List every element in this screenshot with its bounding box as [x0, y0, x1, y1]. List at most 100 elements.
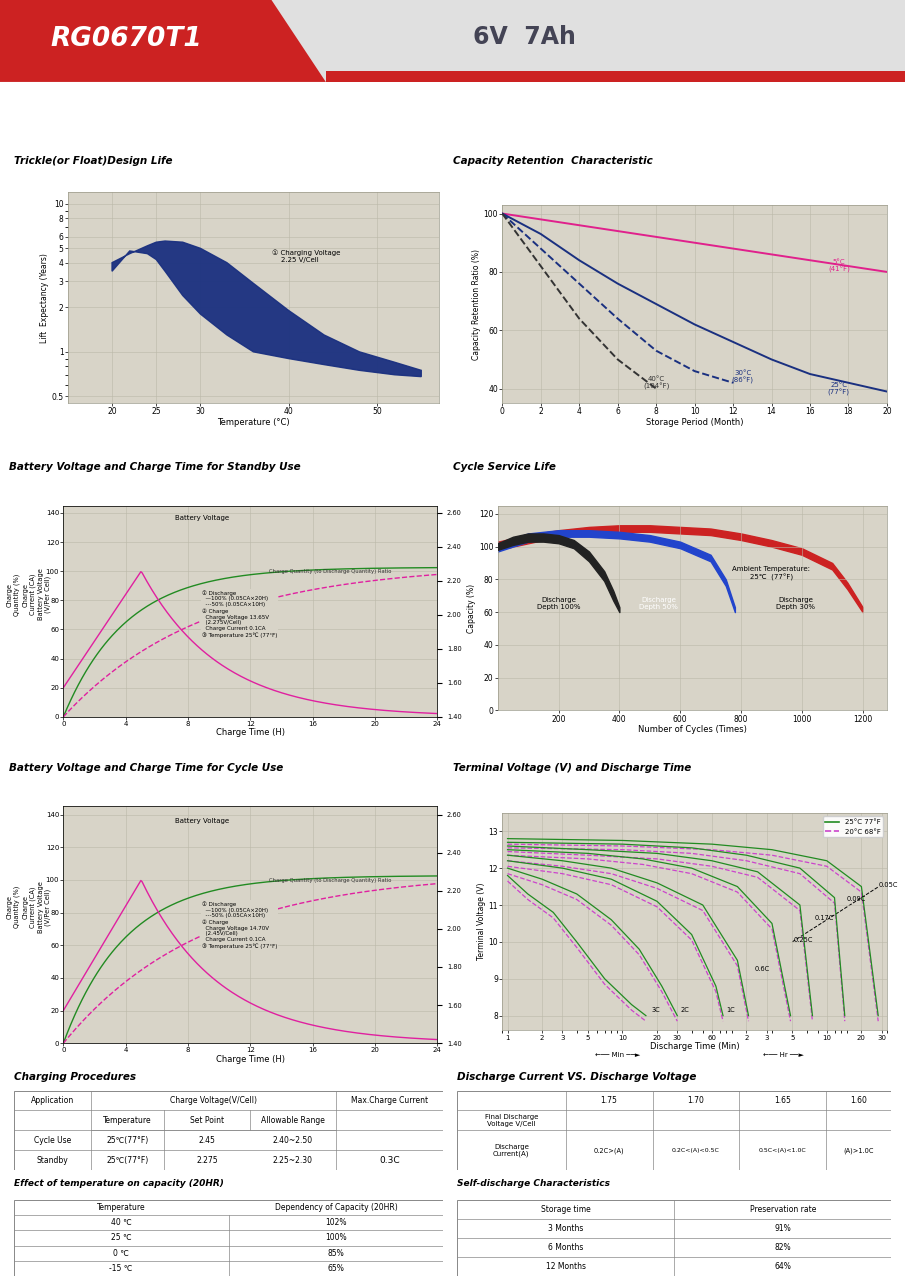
Text: Charge
Quantity (%): Charge Quantity (%) [7, 886, 20, 928]
Text: Discharge Current VS. Discharge Voltage: Discharge Current VS. Discharge Voltage [457, 1073, 697, 1083]
Text: Self-discharge Characteristics: Self-discharge Characteristics [457, 1179, 610, 1188]
X-axis label: Discharge Time (Min): Discharge Time (Min) [650, 1042, 739, 1051]
Text: 25℃(77°F): 25℃(77°F) [107, 1135, 148, 1144]
Text: Preservation rate: Preservation rate [749, 1204, 816, 1213]
Text: 40 ℃: 40 ℃ [110, 1219, 131, 1228]
Text: 3 Months: 3 Months [548, 1224, 584, 1233]
Text: Application: Application [31, 1096, 74, 1105]
Text: 1.75: 1.75 [601, 1096, 617, 1105]
Text: 30°C
(86°F): 30°C (86°F) [731, 370, 754, 384]
Text: Discharge
Depth 30%: Discharge Depth 30% [776, 596, 815, 609]
Polygon shape [0, 0, 326, 82]
Text: 6V  7Ah: 6V 7Ah [473, 24, 576, 49]
Text: Charge
Quantity (%): Charge Quantity (%) [7, 573, 20, 616]
X-axis label: Charge Time (H): Charge Time (H) [215, 728, 285, 737]
Text: Capacity Retention  Characteristic: Capacity Retention Characteristic [452, 156, 653, 166]
Text: ① Discharge
  —100% (0.05CA×20H)
  ---50% (0.05CA×10H)
② Charge
  Charge Voltage: ① Discharge —100% (0.05CA×20H) ---50% (0… [202, 901, 277, 948]
Text: 85%: 85% [328, 1249, 345, 1258]
X-axis label: Temperature (°C): Temperature (°C) [217, 417, 290, 426]
X-axis label: Number of Cycles (Times): Number of Cycles (Times) [638, 724, 747, 733]
Text: 25°C
(77°F): 25°C (77°F) [828, 381, 850, 396]
Text: 25 ℃: 25 ℃ [110, 1234, 131, 1243]
Text: 2.25~2.30: 2.25~2.30 [273, 1156, 313, 1165]
Text: Cycle Service Life: Cycle Service Life [452, 462, 556, 472]
Text: 1.65: 1.65 [775, 1096, 791, 1105]
Text: Standby: Standby [36, 1156, 68, 1165]
Text: Battery Voltage: Battery Voltage [176, 818, 230, 824]
Text: Ambient Temperature:
25℃  (77°F): Ambient Temperature: 25℃ (77°F) [732, 567, 810, 581]
Text: Charge Voltage(V/Cell): Charge Voltage(V/Cell) [170, 1096, 257, 1105]
Text: Terminal Voltage (V) and Discharge Time: Terminal Voltage (V) and Discharge Time [452, 763, 691, 773]
Text: 5°C
(41°F): 5°C (41°F) [828, 259, 850, 274]
Text: 0.2C>(A): 0.2C>(A) [594, 1147, 624, 1153]
Text: Charge
Current (CA): Charge Current (CA) [23, 573, 35, 616]
Text: Discharge
Depth 50%: Discharge Depth 50% [640, 596, 679, 609]
Text: Battery Voltage
(V/Per Cell): Battery Voltage (V/Per Cell) [38, 881, 51, 933]
Text: Final Discharge
Voltage V/Cell: Final Discharge Voltage V/Cell [485, 1114, 538, 1126]
Text: Discharge
Depth 100%: Discharge Depth 100% [537, 596, 580, 609]
Text: -15 ℃: -15 ℃ [110, 1265, 133, 1274]
Text: Set Point: Set Point [190, 1116, 224, 1125]
Text: Max.Charge Current: Max.Charge Current [351, 1096, 428, 1105]
Text: 0.25C: 0.25C [794, 937, 814, 943]
Text: Allowable Range: Allowable Range [261, 1116, 325, 1125]
Text: Battery Voltage and Charge Time for Cycle Use: Battery Voltage and Charge Time for Cycl… [9, 763, 283, 773]
Text: 0 ℃: 0 ℃ [113, 1249, 129, 1258]
Text: 2C: 2C [681, 1007, 690, 1012]
Text: Effect of temperature on capacity (20HR): Effect of temperature on capacity (20HR) [14, 1179, 224, 1188]
Text: 0.09C: 0.09C [847, 896, 866, 902]
Text: Battery Voltage
(V/Per Cell): Battery Voltage (V/Per Cell) [38, 568, 51, 621]
Text: 64%: 64% [775, 1262, 791, 1271]
X-axis label: Storage Period (Month): Storage Period (Month) [646, 417, 743, 426]
Text: 0.5C<(A)<1.0C: 0.5C<(A)<1.0C [759, 1148, 806, 1153]
Text: 2.45: 2.45 [198, 1135, 215, 1144]
Text: Temperature: Temperature [97, 1203, 146, 1212]
Y-axis label: Terminal Voltage (V): Terminal Voltage (V) [477, 883, 486, 960]
Text: 6 Months: 6 Months [548, 1243, 584, 1252]
Text: 25℃(77°F): 25℃(77°F) [107, 1156, 148, 1165]
Bar [326, 72, 905, 82]
Text: Battery Voltage: Battery Voltage [176, 516, 230, 521]
Text: 0.17C: 0.17C [814, 915, 834, 920]
Text: Charge Quantity (to Discharge Quantity) Ratio: Charge Quantity (to Discharge Quantity) … [269, 878, 391, 883]
Text: Cycle Use: Cycle Use [33, 1135, 71, 1144]
Text: 1.70: 1.70 [688, 1096, 704, 1105]
Text: Charge Quantity (to Discharge Quantity) Ratio: Charge Quantity (to Discharge Quantity) … [269, 570, 391, 575]
Y-axis label: Lift  Expectancy (Years): Lift Expectancy (Years) [40, 252, 49, 343]
Text: 0.6C: 0.6C [754, 966, 769, 973]
Text: Storage time: Storage time [541, 1204, 590, 1213]
Text: 102%: 102% [325, 1219, 347, 1228]
Polygon shape [112, 241, 421, 376]
Text: 40°C
(104°F): 40°C (104°F) [643, 376, 670, 390]
Text: Trickle(or Float)Design Life: Trickle(or Float)Design Life [14, 156, 172, 166]
X-axis label: Charge Time (H): Charge Time (H) [215, 1055, 285, 1064]
Text: 100%: 100% [325, 1234, 347, 1243]
Text: 12 Months: 12 Months [546, 1262, 586, 1271]
Text: 2.40~2.50: 2.40~2.50 [273, 1135, 313, 1144]
Text: 3C: 3C [652, 1007, 661, 1012]
Text: ←── Hr ──►: ←── Hr ──► [763, 1051, 804, 1057]
Text: 65%: 65% [328, 1265, 345, 1274]
Text: Charging Procedures: Charging Procedures [14, 1073, 136, 1083]
Text: 2.275: 2.275 [196, 1156, 218, 1165]
Text: 82%: 82% [775, 1243, 791, 1252]
Text: 0.05C: 0.05C [879, 882, 899, 887]
Text: Temperature: Temperature [103, 1116, 152, 1125]
Text: ① Charging Voltage
    2.25 V/Cell: ① Charging Voltage 2.25 V/Cell [272, 250, 340, 262]
Legend: 25°C 77°F, 20°C 68°F: 25°C 77°F, 20°C 68°F [823, 817, 883, 837]
Y-axis label: Capacity Retention Ratio (%): Capacity Retention Ratio (%) [472, 248, 481, 360]
Text: Battery Voltage and Charge Time for Standby Use: Battery Voltage and Charge Time for Stan… [9, 462, 300, 472]
Text: 0.3C: 0.3C [379, 1156, 400, 1165]
Text: RG0670T1: RG0670T1 [51, 27, 203, 52]
Text: ① Discharge
  —100% (0.05CA×20H)
  ---50% (0.05CA×10H)
② Charge
  Charge Voltage: ① Discharge —100% (0.05CA×20H) ---50% (0… [202, 590, 277, 637]
Text: Charge
Current (CA): Charge Current (CA) [23, 886, 35, 928]
Text: 1.60: 1.60 [851, 1096, 867, 1105]
Y-axis label: Capacity (%): Capacity (%) [467, 584, 476, 632]
Text: Dependency of Capacity (20HR): Dependency of Capacity (20HR) [274, 1203, 397, 1212]
Text: 0.2C<(A)<0.5C: 0.2C<(A)<0.5C [672, 1148, 719, 1153]
Text: 1C: 1C [726, 1007, 735, 1012]
Text: (A)>1.0C: (A)>1.0C [843, 1147, 874, 1153]
Text: ←── Min ──►: ←── Min ──► [595, 1051, 641, 1057]
Text: 91%: 91% [775, 1224, 791, 1233]
Text: Discharge
Current(A): Discharge Current(A) [493, 1143, 529, 1157]
